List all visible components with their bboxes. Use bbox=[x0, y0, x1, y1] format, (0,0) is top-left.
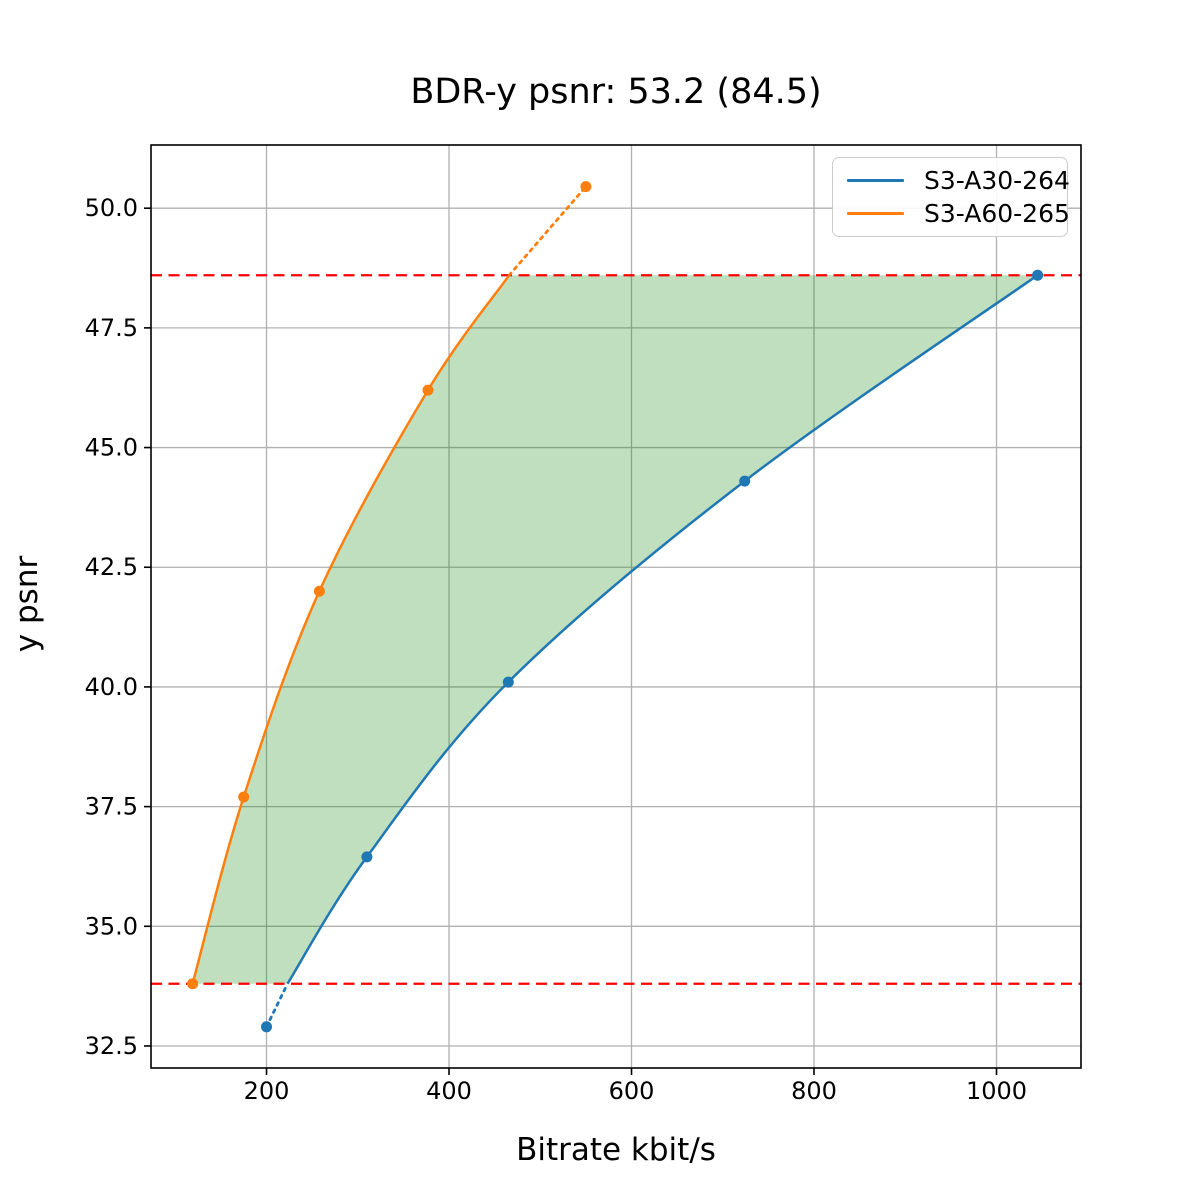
data-point-marker-S3-A60-265 bbox=[187, 978, 199, 990]
x-axis-label: Bitrate kbit/s bbox=[516, 1132, 716, 1168]
series-dotted-extension-S3-A30-264 bbox=[265, 982, 289, 1029]
data-point-marker-S3-A30-264 bbox=[502, 676, 514, 688]
legend-label-series-2: S3-A60-265 bbox=[924, 199, 1070, 229]
legend-label-series-1: S3-A30-264 bbox=[924, 165, 1070, 195]
y-axis-label: y psnr bbox=[9, 555, 45, 653]
legend-line-sample-series-2 bbox=[847, 212, 904, 216]
y-tick-label: 50.0 bbox=[85, 194, 138, 222]
plot-border bbox=[150, 144, 1082, 1069]
x-tick-label: 600 bbox=[609, 1077, 655, 1105]
data-point-marker-S3-A60-265 bbox=[422, 384, 434, 396]
legend-item: S3-A30-264 bbox=[833, 165, 1070, 195]
y-tick-label: 47.5 bbox=[85, 314, 138, 342]
y-tick-label: 32.5 bbox=[85, 1032, 138, 1060]
data-point-marker-S3-A30-264 bbox=[739, 475, 751, 487]
legend: S3-A30-264 S3-A60-265 bbox=[832, 157, 1070, 237]
data-point-marker-S3-A30-264 bbox=[261, 1021, 272, 1033]
series-line-S3-A30-264 bbox=[286, 274, 1039, 985]
data-point-marker-S3-A30-264 bbox=[1032, 269, 1044, 281]
data-point-marker-S3-A60-265 bbox=[580, 181, 592, 193]
y-tick-label: 35.0 bbox=[85, 912, 138, 940]
y-tick-label: 40.0 bbox=[85, 673, 138, 701]
data-point-marker-S3-A30-264 bbox=[361, 851, 373, 863]
chart-title: BDR-y psnr: 53.2 (84.5) bbox=[410, 72, 822, 112]
series-dotted-extension-S3-A60-265 bbox=[507, 185, 588, 277]
legend-item: S3-A60-265 bbox=[833, 199, 1070, 229]
x-tick-label: 800 bbox=[791, 1077, 837, 1105]
data-point-marker-S3-A60-265 bbox=[238, 791, 250, 803]
x-tick-label: 400 bbox=[426, 1077, 472, 1105]
y-tick-label: 42.5 bbox=[85, 553, 138, 581]
shaded-overlap-region bbox=[192, 275, 1038, 984]
x-tick-label: 1000 bbox=[966, 1077, 1027, 1105]
x-tick-label: 200 bbox=[244, 1077, 290, 1105]
legend-line-sample-series-1 bbox=[847, 178, 904, 182]
y-tick-label: 37.5 bbox=[85, 793, 138, 821]
data-point-marker-S3-A60-265 bbox=[313, 585, 325, 597]
y-tick-label: 45.0 bbox=[85, 434, 138, 462]
